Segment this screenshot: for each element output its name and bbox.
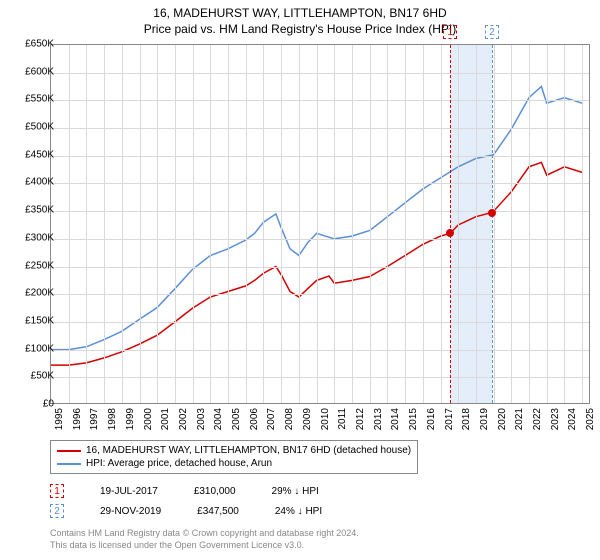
x-axis-label: 2009 <box>302 408 313 430</box>
sale-marker-top-1: 1 <box>443 25 457 39</box>
footer-line-1: Contains HM Land Registry data © Crown c… <box>50 528 359 540</box>
sale-delta-1: 29% ↓ HPI <box>272 486 319 497</box>
plot-area: 12 <box>50 44 590 404</box>
legend-swatch-hpi <box>57 463 81 465</box>
legend-label-hpi: HPI: Average price, detached house, Arun <box>86 458 272 469</box>
x-axis-label: 2019 <box>479 408 490 430</box>
x-axis-label: 2021 <box>514 408 525 430</box>
x-axis-label: 2011 <box>337 408 348 430</box>
x-axis-label: 2013 <box>373 408 384 430</box>
sale-price-2: £347,500 <box>197 506 239 517</box>
chart-subtitle: Price paid vs. HM Land Registry's House … <box>0 20 600 40</box>
legend-swatch-property <box>57 450 81 452</box>
x-axis-label: 1998 <box>107 408 118 430</box>
legend-label-property: 16, MADEHURST WAY, LITTLEHAMPTON, BN17 6… <box>86 445 411 456</box>
x-axis-label: 2023 <box>550 408 561 430</box>
x-axis-label: 2014 <box>390 408 401 430</box>
x-axis-label: 1996 <box>72 408 83 430</box>
x-axis-label: 2006 <box>249 408 260 430</box>
legend-row-property: 16, MADEHURST WAY, LITTLEHAMPTON, BN17 6… <box>57 444 411 457</box>
sale-dot-1 <box>446 229 454 237</box>
x-axis-label: 2005 <box>231 408 242 430</box>
sale-date-2: 29-NOV-2019 <box>100 506 161 517</box>
sale-marker-top-2: 2 <box>485 25 499 39</box>
x-axis-label: 2024 <box>567 408 578 430</box>
sale-price-1: £310,000 <box>194 486 236 497</box>
x-axis-label: 2001 <box>160 408 171 430</box>
y-axis-label: £400K <box>25 177 54 188</box>
y-axis-label: £250K <box>25 260 54 271</box>
y-axis-label: £650K <box>25 39 54 50</box>
y-axis-label: £600K <box>25 66 54 77</box>
x-axis-label: 1995 <box>54 408 65 430</box>
x-axis-label: 2025 <box>585 408 596 430</box>
x-axis-label: 2007 <box>266 408 277 430</box>
legend-row-hpi: HPI: Average price, detached house, Arun <box>57 457 411 470</box>
x-axis-label: 2015 <box>408 408 419 430</box>
x-axis-label: 2010 <box>320 408 331 430</box>
x-axis-label: 2008 <box>284 408 295 430</box>
y-axis-label: £500K <box>25 122 54 133</box>
x-axis-label: 2002 <box>178 408 189 430</box>
y-axis-label: £200K <box>25 288 54 299</box>
x-axis-label: 2017 <box>444 408 455 430</box>
sale-date-1: 19-JUL-2017 <box>100 486 158 497</box>
sale-marker-1: 1 <box>50 484 64 498</box>
chart-title: 16, MADEHURST WAY, LITTLEHAMPTON, BN17 6… <box>0 0 600 20</box>
footer: Contains HM Land Registry data © Crown c… <box>50 528 359 551</box>
y-axis-label: £300K <box>25 232 54 243</box>
y-axis-label: £50K <box>31 371 54 382</box>
y-axis-label: £350K <box>25 205 54 216</box>
sale-row-2: 2 29-NOV-2019 £347,500 24% ↓ HPI <box>50 504 322 518</box>
y-axis-label: £100K <box>25 343 54 354</box>
x-axis-label: 2020 <box>497 408 508 430</box>
y-axis-label: £0 <box>43 399 54 410</box>
x-axis-label: 2022 <box>532 408 543 430</box>
x-axis-label: 2000 <box>143 408 154 430</box>
y-axis-label: £550K <box>25 94 54 105</box>
x-axis-label: 2003 <box>196 408 207 430</box>
sale-row-1: 1 19-JUL-2017 £310,000 29% ↓ HPI <box>50 484 319 498</box>
y-axis-label: £150K <box>25 315 54 326</box>
sale-marker-2: 2 <box>50 504 64 518</box>
sale-dot-2 <box>488 209 496 217</box>
price-chart: 16, MADEHURST WAY, LITTLEHAMPTON, BN17 6… <box>0 0 600 560</box>
x-axis-label: 1997 <box>89 408 100 430</box>
y-axis-label: £450K <box>25 149 54 160</box>
x-axis-label: 1999 <box>125 408 136 430</box>
sale-delta-2: 24% ↓ HPI <box>275 506 322 517</box>
x-axis-label: 2016 <box>426 408 437 430</box>
x-axis-label: 2018 <box>461 408 472 430</box>
footer-line-2: This data is licensed under the Open Gov… <box>50 540 359 552</box>
x-axis-label: 2004 <box>213 408 224 430</box>
x-axis-label: 2012 <box>355 408 366 430</box>
legend: 16, MADEHURST WAY, LITTLEHAMPTON, BN17 6… <box>50 440 418 474</box>
